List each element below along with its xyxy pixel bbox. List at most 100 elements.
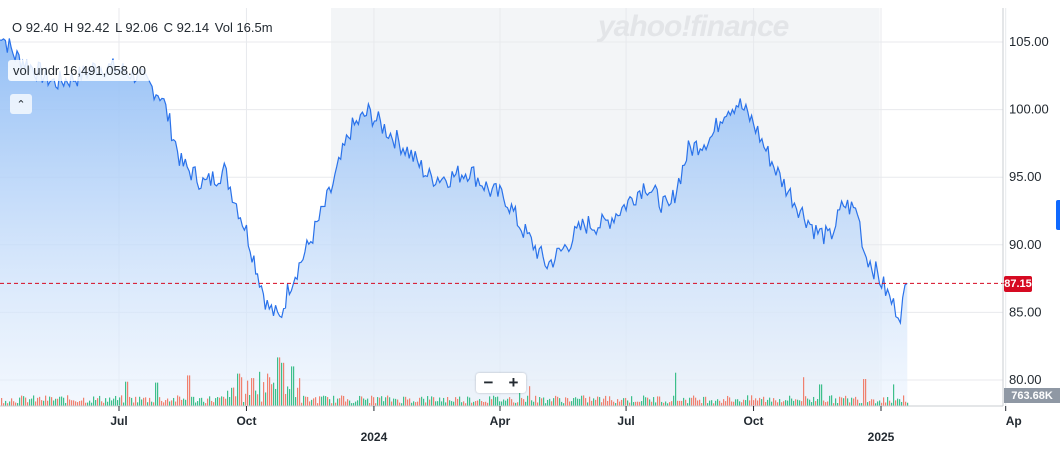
volume-indicator-value: 16,491,058.00	[62, 63, 147, 78]
volume-bar	[507, 398, 509, 406]
volume-bar	[693, 395, 695, 406]
volume-bar	[663, 402, 665, 406]
volume-bar	[499, 401, 501, 406]
volume-bar	[461, 402, 463, 406]
volume-bar	[811, 402, 813, 406]
volume-bar	[345, 401, 347, 406]
volume-bar	[683, 397, 685, 406]
volume-bar	[327, 397, 329, 406]
volume-bar	[65, 402, 67, 406]
volume-bar	[797, 399, 799, 406]
volume-bar	[455, 397, 457, 406]
y-tick-label: 80.00	[1009, 372, 1042, 387]
volume-bar	[99, 395, 101, 406]
ohlc-open: O 92.40	[12, 20, 59, 35]
volume-bar	[631, 396, 633, 406]
zoom-out-button[interactable]: −	[483, 373, 494, 392]
volume-bar	[641, 401, 643, 406]
volume-bar	[535, 395, 537, 406]
volume-bar	[459, 396, 461, 406]
volume-bar	[855, 396, 857, 406]
volume-bar	[67, 395, 69, 406]
volume-bar	[723, 399, 725, 406]
volume-bar	[239, 373, 241, 406]
volume-bar	[397, 399, 399, 406]
side-panel-tab[interactable]	[1056, 200, 1060, 230]
volume-bar	[813, 396, 815, 406]
volume-bar	[305, 396, 307, 406]
volume-bar	[405, 396, 407, 406]
x-tick-label: Jul	[110, 414, 127, 428]
volume-bar	[655, 402, 657, 406]
volume-bar	[441, 401, 443, 406]
volume-bar	[669, 402, 671, 406]
volume-bar	[531, 400, 533, 406]
volume-bar	[777, 402, 779, 406]
volume-bar	[195, 402, 197, 406]
zoom-in-button[interactable]: +	[508, 373, 519, 392]
collapse-legend-button[interactable]: ⌃	[10, 94, 32, 114]
x-tick-label: Oct	[236, 414, 256, 428]
volume-bar	[907, 402, 909, 406]
x-tick-label: Ap	[1006, 414, 1022, 428]
volume-bar	[87, 402, 89, 406]
volume-bar	[211, 400, 213, 406]
volume-bar	[347, 399, 349, 406]
volume-bar	[337, 398, 339, 406]
volume-bar	[91, 402, 93, 406]
volume-bar	[579, 398, 581, 406]
volume-bar	[419, 397, 421, 406]
volume-bar	[215, 398, 217, 406]
volume-bar	[73, 400, 75, 406]
volume-bar	[429, 399, 431, 406]
volume-bar	[423, 398, 425, 406]
volume-bar	[617, 399, 619, 406]
volume-bar	[175, 401, 177, 406]
volume-bar	[561, 401, 563, 406]
volume-bar	[379, 397, 381, 406]
volume-bar	[355, 401, 357, 406]
volume-bar	[485, 401, 487, 406]
volume-bar	[223, 396, 225, 406]
volume-bar	[359, 395, 361, 406]
volume-bar	[165, 400, 167, 406]
volume-bar	[69, 399, 71, 406]
volume-bar	[467, 396, 469, 406]
volume-bar	[771, 401, 773, 406]
volume-bar	[135, 396, 137, 406]
volume-bar	[799, 400, 801, 406]
volume-bar	[31, 398, 33, 406]
volume-bar	[71, 400, 73, 406]
volume-indicator-legend[interactable]: vol undr 16,491,058.00	[8, 60, 152, 81]
volume-bar	[143, 397, 145, 406]
volume-bar	[727, 395, 729, 406]
volume-bar	[229, 396, 231, 406]
volume-bar	[77, 402, 79, 406]
volume-bar	[481, 400, 483, 406]
volume-bar	[497, 396, 499, 406]
volume-bar	[381, 396, 383, 406]
chevron-up-icon: ⌃	[16, 98, 26, 111]
volume-bar	[695, 397, 697, 406]
volume-bar	[865, 379, 867, 406]
volume-bar	[793, 400, 795, 406]
volume-bar	[41, 400, 43, 406]
volume-bar	[189, 375, 191, 406]
volume-bar	[581, 395, 583, 406]
volume-bar	[277, 357, 279, 406]
volume-bar	[523, 399, 525, 406]
volume-bar	[533, 401, 535, 406]
volume-bar	[851, 397, 853, 406]
volume-bar	[661, 401, 663, 406]
volume-bar	[743, 399, 745, 406]
volume-bar	[829, 395, 831, 406]
volume-bar	[677, 400, 679, 406]
volume-bar	[261, 401, 263, 406]
volume-bar	[545, 403, 547, 406]
volume-bar	[577, 398, 579, 406]
volume-indicator-label: vol undr	[13, 63, 60, 78]
volume-bar	[487, 402, 489, 406]
volume-bar	[47, 400, 49, 406]
volume-bar	[121, 395, 123, 406]
